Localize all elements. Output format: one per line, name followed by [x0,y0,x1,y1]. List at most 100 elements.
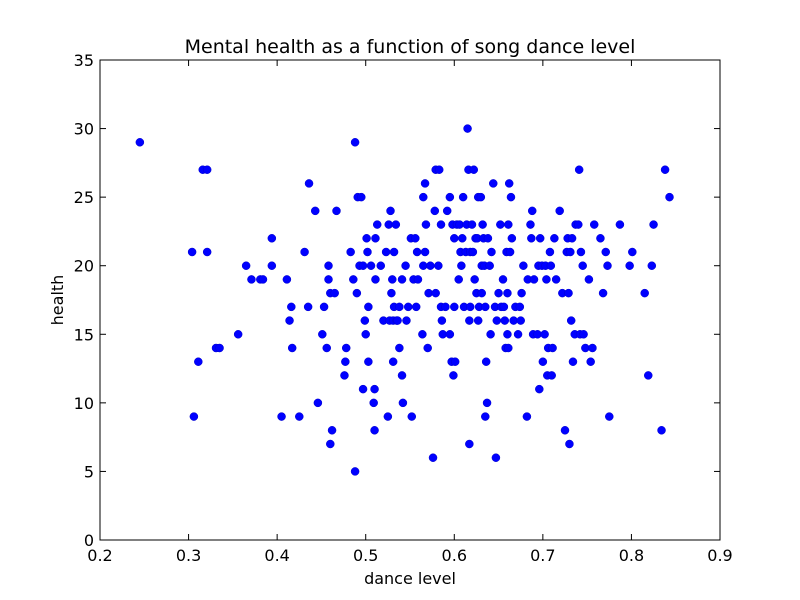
y-tick-label: 5 [84,462,94,481]
data-point [465,316,474,325]
x-axis-label: dance level [364,569,456,588]
data-point [419,261,428,270]
y-tick-label: 15 [74,325,94,344]
data-point [468,247,478,257]
data-point [386,206,395,216]
data-point [310,206,320,216]
data-point [517,288,526,298]
data-point [550,234,559,243]
data-point [584,275,594,284]
data-point [370,384,379,394]
data-point [547,371,556,380]
data-point [647,261,657,270]
data-point [500,316,510,325]
x-tick-label: 0.5 [353,546,378,565]
data-point [403,302,413,312]
data-point [504,343,513,353]
data-point [496,220,505,229]
data-point [319,302,329,312]
data-point [625,261,634,270]
data-point [383,412,393,421]
data-point [445,330,455,339]
data-point [398,398,408,408]
data-point [481,412,490,421]
data-point [665,192,674,202]
data-point [340,371,349,380]
data-point [506,192,516,202]
data-point [566,247,575,257]
y-tick-label: 30 [74,120,94,139]
y-axis-label: health [48,275,67,326]
data-point [349,275,358,284]
data-point [330,288,339,298]
data-point [346,247,355,257]
data-point [526,220,535,229]
data-point [358,384,368,394]
data-point [566,316,576,325]
y-tick-label: 25 [74,188,94,207]
data-point [564,288,573,298]
data-point [465,439,474,449]
data-point [424,288,433,298]
data-point [457,261,466,270]
data-point [504,220,513,229]
data-point [352,288,362,298]
data-point [327,426,337,435]
data-point [481,357,491,366]
y-tick-label: 0 [84,531,94,550]
data-point [267,261,277,270]
data-point [376,261,386,270]
data-point [322,343,331,353]
data-point [515,302,525,312]
data-point [473,316,483,325]
data-point [628,247,637,257]
data-point [513,330,523,339]
data-point [413,275,423,284]
data-point [551,275,561,284]
data-point [545,247,555,257]
data-point [411,302,421,312]
data-point [485,261,494,270]
ticks-layer: 0.2 0.3 0.4 0.5 0.6 0.7 0.8 0.9 0 5 10 15 20 25 30 35 [74,51,733,565]
data-point [458,234,467,243]
data-point [454,275,463,284]
data-point [586,357,595,366]
x-tick-label: 0.2 [87,546,112,565]
data-point [277,412,286,421]
data-point [369,398,378,408]
data-point [371,234,380,243]
data-point [546,261,556,270]
data-point [507,234,517,243]
data-point [357,192,366,202]
data-point [393,316,402,325]
data-point [603,261,612,270]
data-point [458,192,468,202]
data-point [387,288,396,298]
data-point [187,247,197,257]
data-point [505,247,515,257]
data-point [438,330,448,339]
data-point [469,165,479,174]
data-point [535,234,545,243]
data-point [434,261,443,270]
data-point [588,343,597,353]
data-point [649,220,658,229]
data-point [341,343,351,353]
data-point [285,316,294,325]
data-point [194,357,203,366]
data-point [421,220,431,229]
data-point [574,165,584,174]
data-point [494,288,503,298]
data-point [527,234,536,243]
data-point [503,330,512,339]
data-point [364,302,373,312]
data-point [482,398,492,408]
data-point [644,371,653,380]
data-point [389,247,399,257]
data-point [533,330,542,339]
data-point [361,330,370,339]
data-point [560,426,570,435]
data-point [492,316,502,325]
